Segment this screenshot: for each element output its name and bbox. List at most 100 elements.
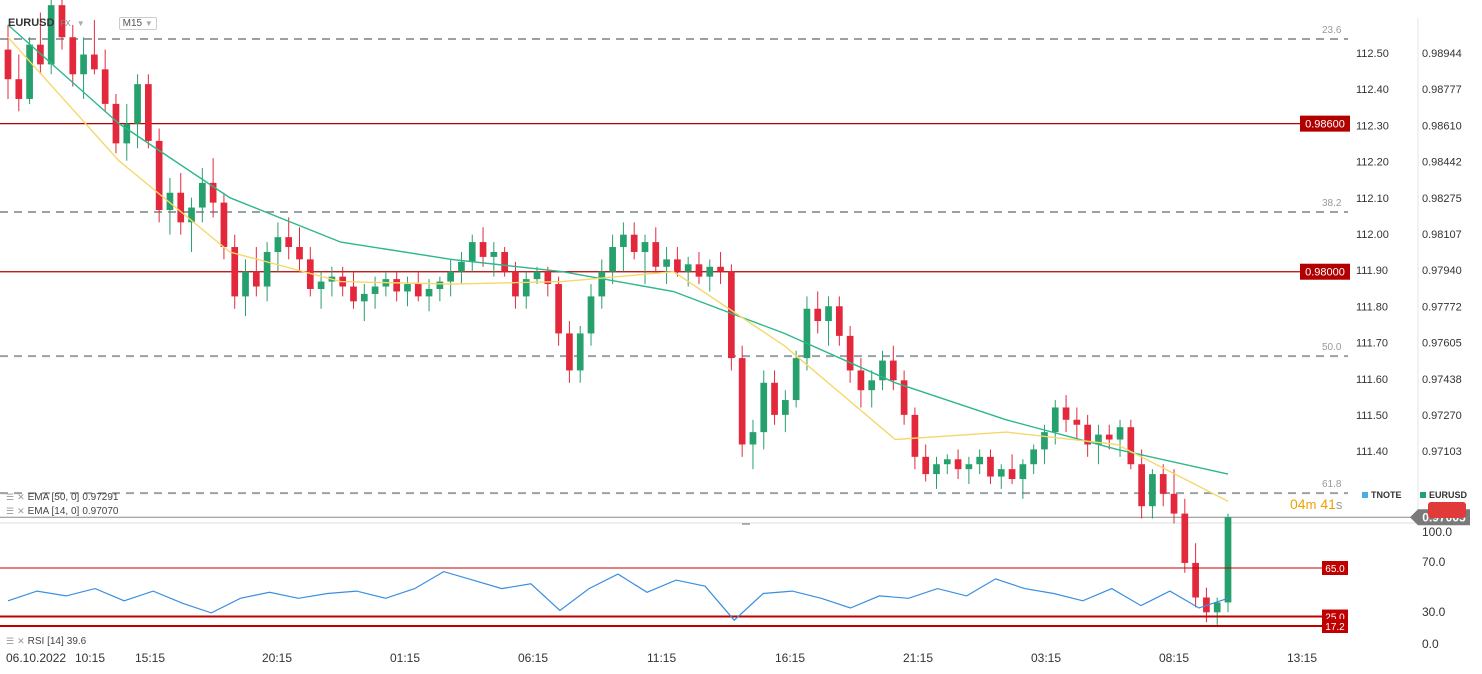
candle-body (965, 464, 973, 470)
candle (674, 247, 681, 277)
price-level-badge (1300, 263, 1350, 280)
candle-body (447, 271, 455, 282)
legend-tnote[interactable]: TNOTE (1362, 490, 1402, 500)
right-axis-tick: 0.98442 (1422, 157, 1462, 169)
chevron-down-icon[interactable]: ▼ (76, 18, 85, 28)
candle-body (112, 103, 120, 144)
timer-minutes: 04 (1290, 496, 1306, 512)
candle-body (220, 202, 228, 248)
candle-body (533, 271, 541, 280)
candle-body (576, 333, 584, 371)
left-axis-tick: 112.30 (1356, 120, 1389, 132)
candle (252, 247, 260, 297)
candle (620, 222, 627, 272)
candle-body (900, 380, 908, 415)
candle-body (781, 400, 789, 415)
candle-body (566, 333, 573, 371)
candle (306, 247, 314, 297)
candle (922, 444, 930, 482)
rsi-indicator[interactable]: ☰ ✕ RSI [14] 39.6 (6, 636, 86, 647)
candle-body (425, 288, 433, 297)
x-axis-tick: 21:15 (903, 651, 933, 665)
ema14-value: 0.97070 (82, 506, 119, 517)
candle (350, 271, 357, 309)
candle-body (58, 5, 66, 38)
menu-icon[interactable]: ☰ (6, 506, 15, 516)
candle-body (80, 54, 87, 75)
candle-body (1008, 469, 1016, 480)
menu-icon[interactable]: ☰ (6, 636, 15, 646)
candle (382, 271, 390, 297)
x-axis-tick: 10:15 (75, 651, 105, 665)
legend-eurusd[interactable]: EURUSD (1420, 490, 1467, 500)
timeframe-label: M15 (122, 17, 143, 29)
candle-body (188, 207, 195, 223)
symbol-name[interactable]: EURUSD (8, 17, 55, 29)
candle (814, 291, 822, 334)
candle (360, 284, 368, 322)
candle (285, 217, 293, 260)
close-icon[interactable]: ✕ (17, 492, 25, 502)
candle (436, 276, 444, 302)
ema14-indicator[interactable]: ☰ ✕ EMA [14, 0] 0.97070 (6, 506, 118, 517)
rsi-label: RSI [14] (27, 636, 64, 647)
candle (101, 49, 109, 112)
candle (522, 271, 530, 309)
candle-body (598, 271, 606, 297)
close-icon[interactable]: ✕ (17, 636, 25, 646)
ema50-indicator[interactable]: ☰ ✕ EMA [50, 0] 0.97291 (6, 492, 118, 503)
candle-body (101, 69, 109, 104)
candle (371, 276, 379, 309)
candle (1181, 498, 1189, 573)
candle (317, 271, 325, 309)
market-tag: FX (60, 18, 71, 28)
candle (274, 222, 282, 272)
timeframe-select[interactable]: M15 ▼ (118, 16, 157, 30)
candle (1192, 543, 1199, 608)
right-axis-tick: 0.98107 (1422, 229, 1462, 241)
candle (1030, 444, 1038, 475)
candle-body (26, 44, 33, 99)
candle-body (1019, 464, 1027, 480)
candle (166, 177, 174, 235)
candle (609, 234, 616, 285)
candle (188, 197, 195, 252)
candle (965, 456, 973, 484)
candle-body (490, 251, 498, 257)
candle-body (792, 358, 800, 401)
candle (242, 259, 249, 317)
left-axis-tick: 112.20 (1356, 157, 1389, 169)
candle (1224, 513, 1232, 613)
candle-body (835, 306, 843, 336)
candle (781, 390, 789, 433)
candle (954, 449, 962, 480)
trade-button[interactable] (1428, 502, 1466, 518)
candle-body (4, 49, 12, 80)
ema50-value: 0.97291 (82, 492, 119, 503)
candle-body (1181, 513, 1189, 563)
candle-body (814, 308, 822, 322)
candle (706, 259, 714, 292)
candle (15, 54, 23, 112)
candle-body (738, 358, 746, 445)
candle-body (620, 234, 627, 248)
price-level-badge (1300, 115, 1350, 132)
candle-body (274, 237, 282, 252)
candle (1084, 414, 1091, 457)
candle-body (134, 84, 141, 124)
price-level-label: 0.98000 (1305, 267, 1345, 279)
candle (1127, 419, 1135, 470)
candle-body (652, 242, 660, 267)
fib-level-label: 50.0 (1322, 342, 1342, 353)
candle-body (803, 308, 811, 359)
right-axis-tick: 0.98275 (1422, 193, 1462, 205)
chart-header: EURUSD FX ▼ M15 ▼ (8, 14, 157, 32)
timer-m-unit: m (1305, 497, 1317, 512)
rsi-level-badge (1322, 561, 1348, 575)
candle (825, 296, 832, 346)
candle-body (1138, 464, 1145, 507)
menu-icon[interactable]: ☰ (6, 492, 15, 502)
close-icon[interactable]: ✕ (17, 506, 25, 516)
candle (1062, 395, 1070, 433)
candle-body (760, 382, 768, 433)
